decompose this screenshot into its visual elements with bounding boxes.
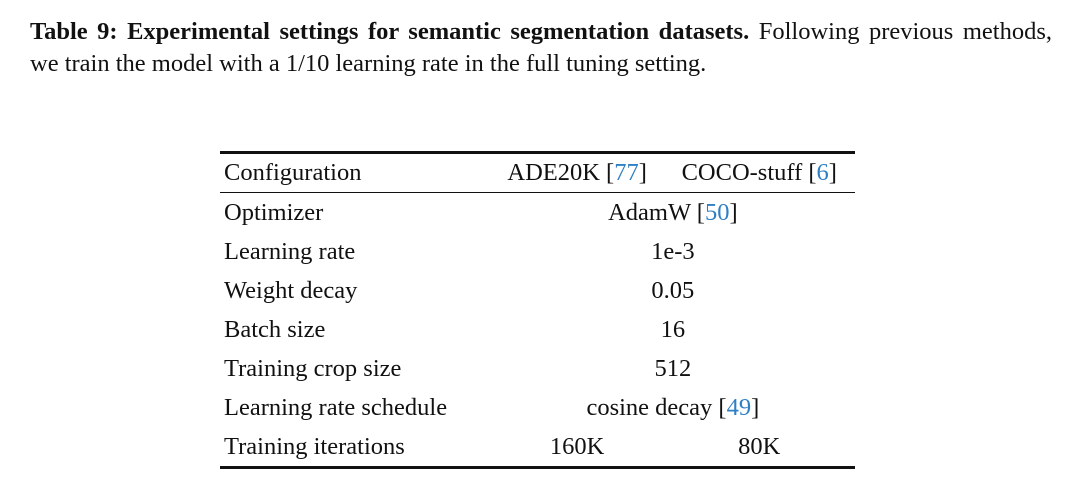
cell-text: ADE20K [ (507, 159, 615, 186)
cell-text: cosine decay [ (586, 393, 727, 421)
table-cell: cosine decay [49] (491, 388, 855, 427)
citation: 49 (726, 393, 752, 421)
caption-text: Following previous methods, we train the… (30, 18, 1053, 77)
cell-text: Optimizer (224, 198, 324, 226)
table-cell: Configuration (220, 152, 491, 193)
citation: 6 (816, 159, 829, 186)
cell-text: 80K (738, 432, 781, 460)
cell-text: 512 (654, 354, 692, 382)
cell-text: Learning rate (224, 237, 356, 265)
cell-text: 1e-3 (651, 237, 695, 265)
cell-text: 16 (660, 315, 686, 343)
table-body: Optimizer AdamW [50] Learning rate 1e-3 Weig… (220, 193, 855, 468)
header-row: Configuration ADE20K [77] COCO-stuff [6] (220, 152, 855, 193)
table-cell: Training iterations (220, 427, 491, 468)
table-row: Weight decay 0.05 (220, 271, 855, 310)
table-row: Learning rate schedule cosine decay [49] (220, 388, 855, 427)
table-cell: 80K (664, 427, 855, 468)
table-cell: AdamW [50] (491, 193, 855, 233)
cell-text: ] (638, 159, 647, 186)
table-row: Optimizer AdamW [50] (220, 193, 855, 233)
cell-text: Configuration (224, 159, 362, 186)
table-cell: 160K (491, 427, 664, 468)
table-cell: Learning rate (220, 232, 491, 271)
cell-text: COCO-stuff [ (681, 159, 817, 186)
cell-text: Training crop size (224, 354, 402, 382)
cell-text: 0.05 (651, 276, 695, 304)
table-cell: Training crop size (220, 349, 491, 388)
cell-text: AdamW [ (608, 198, 705, 226)
cell-text: Learning rate schedule (224, 393, 448, 421)
caption-label: Table 9: (30, 18, 118, 45)
table-row: Learning rate 1e-3 (220, 232, 855, 271)
table-cell: Batch size (220, 310, 491, 349)
cell-text: ] (828, 159, 837, 186)
table-cell: 16 (491, 310, 855, 349)
cell-text: Training iterations (224, 432, 405, 460)
table-header: Configuration ADE20K [77] COCO-stuff [6] (220, 152, 855, 193)
cell-text: 160K (549, 432, 605, 460)
caption-title: Experimental settings for semantic segme… (127, 18, 750, 45)
table-cell: ADE20K [77] (490, 152, 664, 193)
table-cell: 0.05 (491, 271, 855, 310)
citation: 50 (704, 198, 730, 226)
citation: 77 (614, 159, 639, 186)
cell-text: ] (729, 198, 738, 226)
caption: Table 9: Experimental settings for seman… (30, 16, 1052, 80)
cell-text: ] (751, 393, 760, 421)
table-row: Batch size 16 (220, 310, 855, 349)
cell-text: Batch size (224, 315, 326, 343)
table-row: Training crop size 512 (220, 349, 855, 388)
table-row: Training iterations 160K 80K (220, 427, 855, 468)
table-cell: Optimizer (220, 193, 491, 233)
table-cell: Learning rate schedule (220, 388, 491, 427)
table-cell: COCO-stuff [6] (663, 152, 855, 193)
table-cell: 512 (491, 349, 855, 388)
cell-text: Weight decay (224, 276, 358, 304)
table-cell: Weight decay (220, 271, 491, 310)
table-cell: 1e-3 (491, 232, 855, 271)
settings-table: Configuration ADE20K [77] COCO-stuff [6] O… (220, 151, 855, 469)
